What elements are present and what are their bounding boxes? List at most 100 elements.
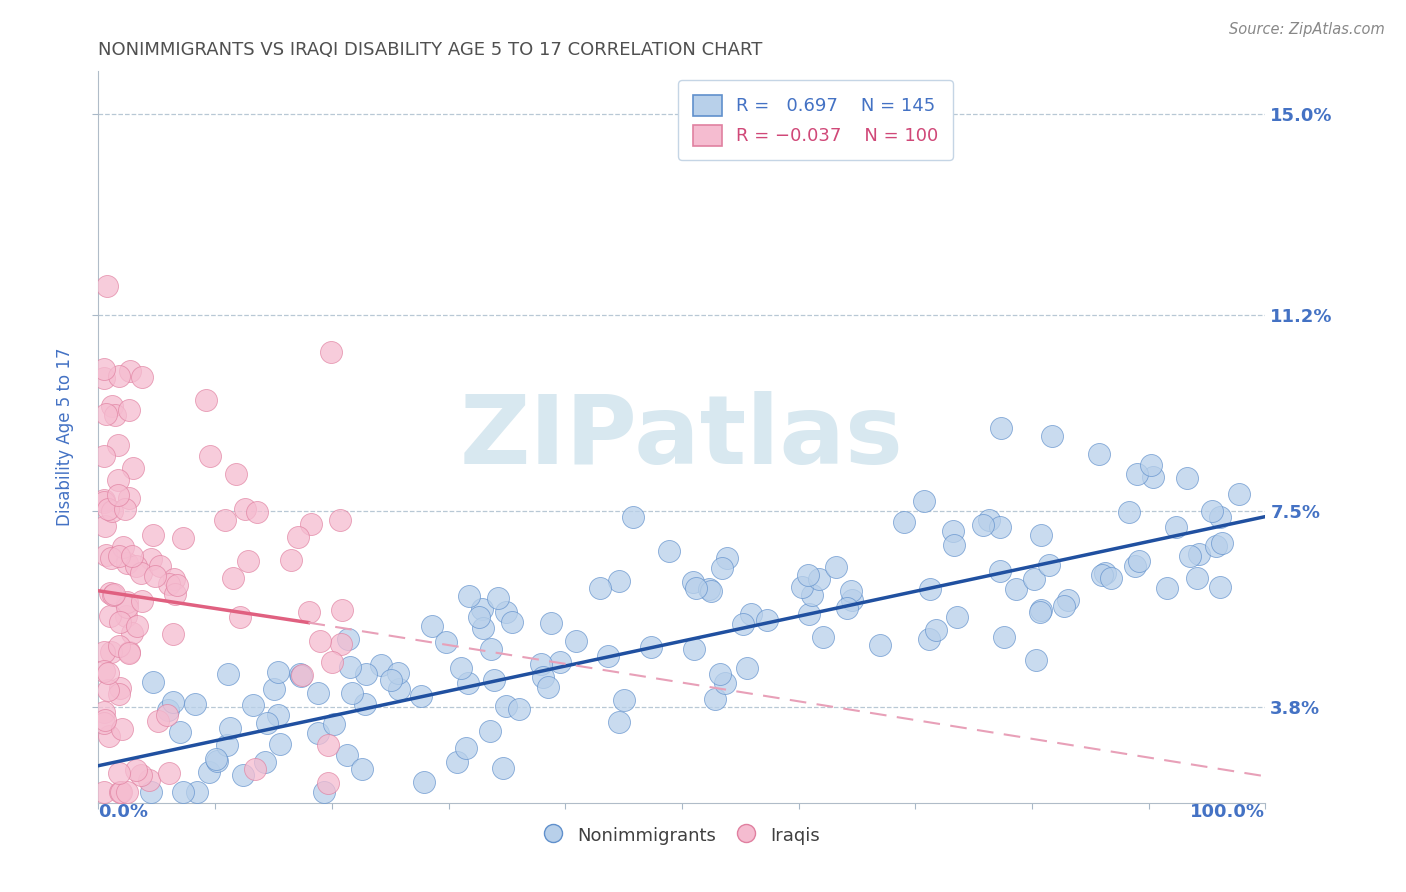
Point (700, 583, 723, 598)
Point (243, 762, 266, 776)
Point (329, 637, 352, 651)
Point (704, 691, 727, 706)
Point (682, 575, 704, 590)
Point (194, 392, 217, 407)
Point (1088, 447, 1111, 461)
Point (1128, 554, 1150, 568)
Point (142, 528, 165, 542)
Point (420, 618, 443, 632)
Point (107, 488, 129, 502)
Point (93, 371, 115, 385)
Point (115, 594, 138, 608)
Point (621, 510, 644, 524)
Point (1209, 580, 1232, 594)
Legend: Nonimmigrants, Iraqis: Nonimmigrants, Iraqis (537, 819, 827, 852)
Point (329, 513, 352, 527)
Point (222, 571, 245, 585)
Point (267, 708, 290, 723)
Point (471, 602, 494, 616)
Point (479, 642, 502, 657)
Point (269, 737, 291, 751)
Point (697, 582, 720, 596)
Point (1175, 471, 1198, 485)
Point (236, 554, 259, 568)
Point (122, 461, 145, 475)
Point (336, 748, 359, 763)
Point (307, 725, 329, 739)
Point (114, 609, 136, 624)
Point (1057, 592, 1080, 607)
Point (413, 774, 436, 789)
Point (94, 407, 117, 421)
Point (607, 714, 630, 729)
Point (97, 665, 120, 680)
Point (1185, 571, 1208, 585)
Point (1142, 470, 1164, 484)
Point (149, 558, 172, 573)
Point (115, 599, 138, 614)
Point (280, 552, 302, 566)
Point (121, 549, 143, 563)
Point (988, 520, 1011, 534)
Point (146, 714, 169, 728)
Point (1180, 549, 1202, 563)
Point (658, 543, 681, 558)
Point (920, 582, 942, 596)
Point (312, 785, 335, 799)
Point (387, 665, 409, 680)
Point (640, 640, 662, 655)
Point (96, 278, 118, 293)
Point (263, 682, 285, 697)
Point (434, 634, 457, 648)
Point (537, 681, 560, 695)
Point (98, 729, 121, 743)
Point (1094, 566, 1116, 580)
Point (893, 515, 915, 529)
Point (1205, 539, 1227, 553)
Point (108, 549, 131, 564)
Point (683, 642, 706, 657)
Point (93, 645, 115, 659)
Point (309, 633, 332, 648)
Point (166, 578, 188, 592)
Point (93, 495, 115, 509)
Point (1156, 581, 1178, 595)
Point (471, 621, 494, 635)
Point (339, 660, 361, 674)
Point (332, 603, 354, 617)
Point (1024, 572, 1046, 586)
Point (492, 761, 515, 775)
Point (246, 505, 269, 519)
Point (589, 581, 612, 595)
Point (214, 513, 236, 527)
Point (841, 593, 863, 607)
Point (918, 632, 941, 647)
Point (756, 613, 779, 627)
Point (839, 584, 862, 599)
Point (93, 449, 115, 463)
Point (108, 615, 131, 629)
Point (107, 473, 129, 487)
Point (1201, 504, 1223, 518)
Point (108, 639, 131, 653)
Point (685, 581, 707, 595)
Point (115, 785, 138, 799)
Point (299, 516, 322, 531)
Point (204, 752, 226, 766)
Point (993, 630, 1015, 644)
Point (111, 722, 134, 736)
Point (143, 569, 166, 583)
Point (318, 776, 340, 790)
Point (125, 764, 148, 778)
Point (219, 721, 242, 735)
Y-axis label: Disability Age 5 to 17: Disability Age 5 to 17 (56, 348, 75, 526)
Text: 100.0%: 100.0% (1191, 803, 1265, 821)
Point (735, 661, 758, 675)
Point (869, 638, 891, 652)
Point (813, 630, 835, 644)
Point (205, 754, 228, 768)
Point (495, 605, 517, 619)
Point (1227, 486, 1250, 500)
Point (1029, 603, 1052, 617)
Point (233, 501, 256, 516)
